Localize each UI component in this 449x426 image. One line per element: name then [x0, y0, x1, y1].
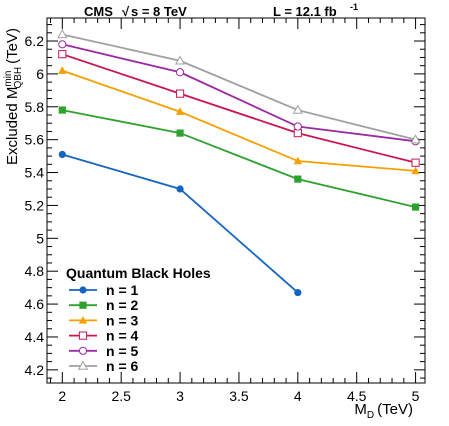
x-tick-label: 4 — [294, 388, 302, 404]
data-point — [411, 203, 420, 211]
x-tick-label: 4.5 — [347, 388, 367, 404]
series-line — [62, 33, 416, 141]
legend-item: n = 5 — [69, 343, 139, 359]
legend-marker — [79, 301, 87, 309]
y-tick-label: 6.2 — [25, 33, 45, 49]
x-tick-label: 2 — [58, 388, 66, 404]
data-point — [292, 104, 303, 114]
legend-marker — [79, 286, 87, 294]
legend-marker — [78, 331, 88, 340]
y-tick-label: 4.8 — [25, 263, 45, 279]
legend-label: n = 5 — [106, 343, 139, 359]
x-tick-label: 5 — [412, 388, 420, 404]
data-point — [176, 129, 184, 137]
legend-item: n = 3 — [69, 312, 139, 328]
data-point — [58, 40, 67, 49]
data-point — [58, 150, 66, 159]
data-point — [175, 107, 185, 115]
plot-frame — [46, 17, 426, 384]
data-point — [58, 66, 67, 74]
data-point — [294, 175, 302, 183]
legend-marker — [77, 360, 89, 370]
legend-label: n = 6 — [106, 358, 139, 374]
data-point — [57, 29, 68, 39]
y-axis-title-main: Excluded M — [4, 87, 21, 165]
axis-ticks: 2 2.5 3 3.5 4 4.5 5 4.2 4.4 4.6 4.8 5 5.2 5.4 5.6 5.8 6 6… — [25, 18, 425, 404]
series-layer — [57, 29, 421, 297]
data-point — [294, 288, 302, 297]
chart-header-experiment: CMS — [84, 4, 113, 19]
series-3 — [58, 66, 420, 175]
x-axis-title: MD (TeV) — [354, 401, 413, 421]
y-tick-label: 5 — [36, 230, 44, 246]
series-1 — [58, 150, 302, 297]
chart-header-sqrt-sign: √ — [122, 4, 130, 19]
y-tick-label: 5.8 — [25, 99, 45, 115]
chart-header-luminosity-exponent: -1 — [350, 2, 358, 12]
legend: Quantum Black Holes n = 1n = 2n = 3n = 4… — [66, 265, 211, 374]
y-tick-label: 4.6 — [25, 296, 45, 312]
y-axis-title-sub: QBH — [13, 67, 24, 89]
legend-label: n = 1 — [106, 282, 139, 298]
data-point — [175, 55, 186, 65]
data-point — [175, 68, 185, 77]
data-point — [176, 185, 184, 193]
legend-title: Quantum Black Holes — [66, 265, 211, 281]
data-point — [58, 106, 66, 114]
legend-label: n = 2 — [106, 297, 139, 313]
series-line — [62, 53, 416, 164]
y-tick-label: 5.4 — [25, 165, 45, 181]
x-tick-label: 3 — [176, 388, 184, 404]
chart-header-energy: s = 8 TeV — [131, 4, 187, 19]
data-point — [293, 122, 302, 131]
legend-item: n = 4 — [69, 328, 139, 344]
y-tick-label: 4.4 — [25, 329, 45, 345]
legend-item: n = 1 — [69, 282, 139, 298]
legend-item: n = 2 — [69, 297, 139, 313]
data-point — [411, 158, 420, 167]
y-tick-label: 5.6 — [25, 132, 45, 148]
chart-header-luminosity: L = 12.1 fb — [273, 4, 337, 19]
y-tick-label: 5.2 — [25, 197, 45, 213]
legend-label: n = 4 — [106, 328, 139, 344]
y-axis-title: Excluded MminQBH (TeV) — [3, 28, 24, 165]
series-line — [62, 43, 416, 143]
data-point — [411, 166, 420, 175]
series-4 — [58, 50, 420, 167]
legend-marker — [78, 346, 88, 355]
series-line — [62, 109, 416, 208]
y-axis-title-sup: min — [3, 71, 14, 87]
legend-item: n = 6 — [69, 358, 139, 374]
legend-marker — [78, 316, 88, 324]
data-point — [410, 134, 421, 144]
legend-label: n = 3 — [106, 312, 139, 328]
series-line — [62, 69, 416, 172]
series-5 — [58, 40, 420, 146]
data-point — [58, 50, 67, 59]
x-tick-label: 2.5 — [111, 388, 131, 404]
x-tick-label: 3.5 — [229, 388, 249, 404]
y-tick-label: 4.2 — [25, 362, 45, 378]
y-axis-title-unit: (TeV) — [4, 28, 21, 64]
series-6 — [57, 29, 421, 144]
data-point — [293, 156, 303, 165]
series-2 — [58, 106, 420, 211]
data-point — [175, 89, 185, 98]
y-tick-label: 6 — [36, 66, 44, 82]
